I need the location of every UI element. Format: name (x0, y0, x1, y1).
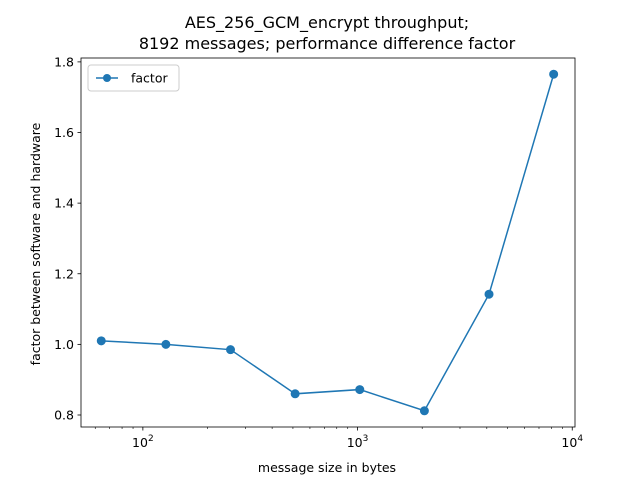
y-axis-label: factor between software and hardware (28, 122, 43, 365)
series-line-0 (101, 74, 555, 412)
data-point-1 (161, 339, 171, 349)
data-point-7 (549, 69, 559, 79)
data-point-0 (96, 336, 106, 346)
y-tick-label-4: 1.6 (54, 125, 74, 140)
chart-title-line-2: 8192 messages; performance difference fa… (139, 34, 516, 53)
axes-frame (80, 57, 576, 428)
data-point-4 (355, 385, 365, 395)
data-point-2 (226, 345, 236, 355)
chart-title-line-1: AES_256_GCM_encrypt throughput; (185, 13, 469, 33)
plot-area: 102 103 104 0.8 1.0 1.2 1.4 1.6 1.8 factor (54, 54, 583, 450)
x-axis-label: message size in bytes (258, 460, 396, 475)
y-tick-label-2: 1.2 (54, 266, 74, 281)
data-point-5 (419, 406, 429, 416)
x-tick-label-0: 102 (132, 434, 154, 450)
y-tick-label-5: 1.8 (54, 54, 74, 69)
y-tick-label-3: 1.4 (54, 196, 74, 211)
x-tick-label-1: 103 (347, 434, 369, 450)
y-tick-label-1: 1.0 (54, 337, 74, 352)
data-point-3 (290, 389, 300, 399)
data-point-6 (484, 289, 494, 299)
legend-label-0: factor (131, 71, 168, 86)
legend-box (87, 64, 180, 92)
legend-marker-0 (103, 74, 111, 82)
y-tick-label-0: 0.8 (54, 407, 74, 422)
x-tick-label-2: 104 (561, 434, 583, 450)
